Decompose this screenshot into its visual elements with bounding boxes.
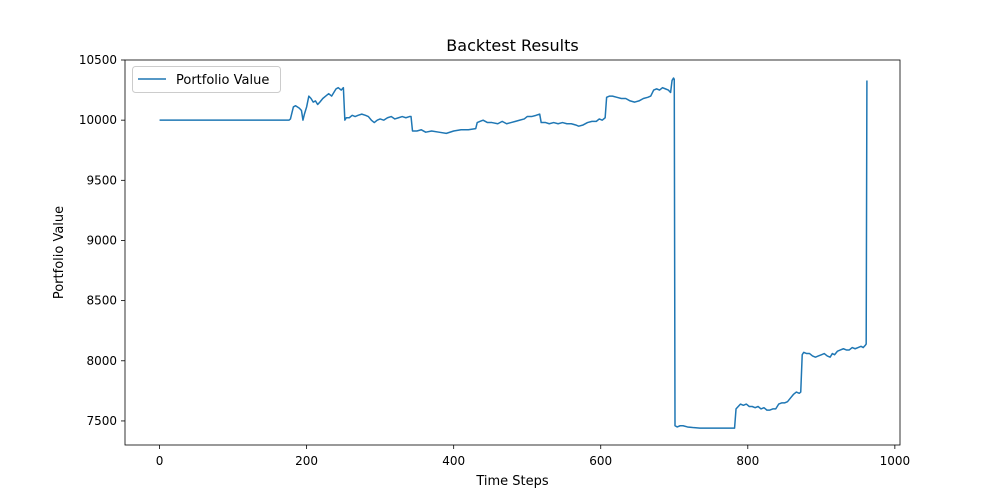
y-tick-label: 8000 — [86, 354, 117, 368]
legend-box — [132, 66, 281, 93]
legend-label: Portfolio Value — [176, 73, 269, 88]
plot-area: 0 200 400 600 800 1000 7500 8000 8500 9000 9500 100… — [79, 53, 910, 468]
y-tick-label: 8500 — [86, 294, 117, 308]
y-tick-label: 10500 — [79, 53, 117, 67]
x-axis-label: Time Steps — [475, 474, 549, 489]
legend: Portfolio Value — [132, 66, 281, 93]
x-tick-label: 200 — [295, 454, 318, 468]
x-tick-label: 800 — [736, 454, 759, 468]
x-tick-label: 1000 — [880, 454, 911, 468]
chart-title: Backtest Results — [446, 36, 578, 55]
y-axis-label: Portfolio Value — [52, 206, 67, 299]
x-tick-label: 0 — [156, 454, 164, 468]
y-tick-label: 7500 — [86, 414, 117, 428]
axes-frame — [124, 59, 901, 446]
y-tick-label: 9500 — [86, 173, 117, 187]
x-tick-label: 600 — [589, 454, 612, 468]
y-tick-label: 9000 — [86, 233, 117, 247]
y-tick-label: 10000 — [79, 113, 117, 127]
series-line-0 — [159, 77, 868, 429]
x-tick-label: 400 — [442, 454, 465, 468]
